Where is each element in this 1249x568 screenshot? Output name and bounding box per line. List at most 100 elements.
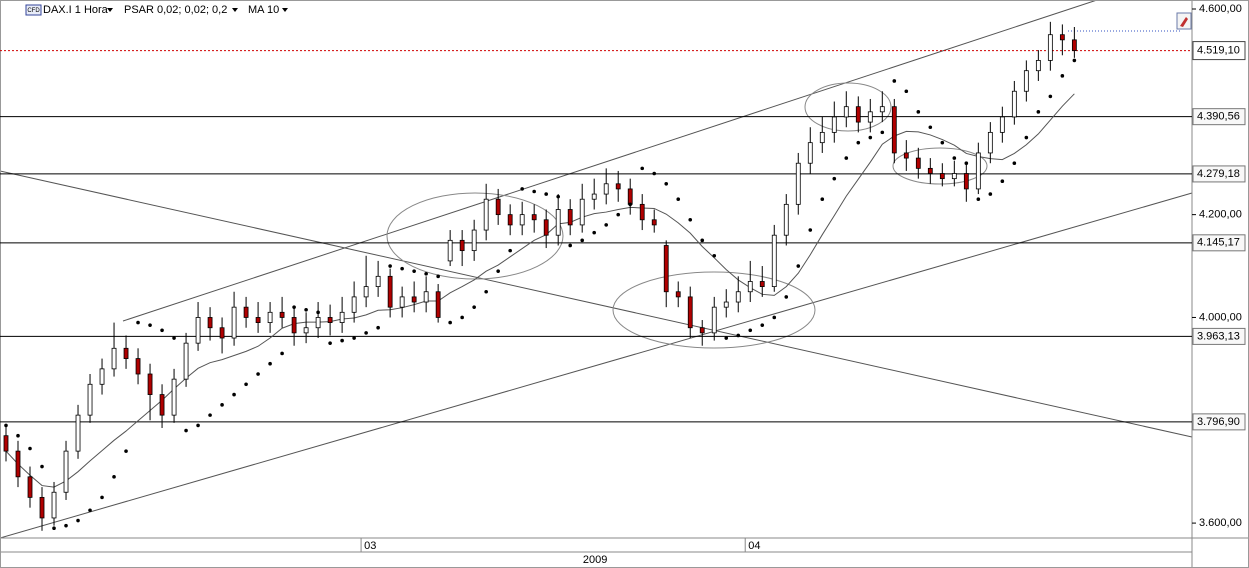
candle-body (963, 173, 969, 190)
psar-dot (496, 269, 500, 273)
psar-dot (1012, 161, 1017, 166)
candle-body (1011, 90, 1017, 118)
candle-body (27, 476, 33, 498)
candle-body (579, 198, 585, 226)
dropdown-arrow[interactable] (107, 8, 113, 12)
candle-body (975, 152, 981, 190)
psar-dot (400, 266, 404, 271)
psar-dot (616, 212, 621, 217)
ellipse (892, 147, 988, 185)
indicator-menu[interactable]: MA 10 (248, 4, 279, 16)
psar-dot (1048, 94, 1053, 99)
candle-body (87, 383, 93, 416)
psar-dot (376, 325, 380, 330)
psar-dot (748, 328, 753, 333)
psar-dot (976, 197, 981, 202)
drawings (0, 0, 1193, 539)
candle-body (1023, 70, 1029, 92)
candle-body (471, 229, 477, 252)
candle-body (711, 306, 717, 334)
psar-dot (1060, 74, 1065, 78)
candle-body (123, 347, 129, 359)
candle-body (231, 306, 237, 339)
candle-body (327, 317, 333, 323)
candle-body (195, 317, 201, 344)
candle-body (435, 291, 441, 318)
psar-dot (184, 428, 188, 433)
psar-dot (556, 194, 560, 199)
candle-body (351, 296, 357, 313)
candle-body (183, 342, 189, 380)
level-label: 3.963,13 (1197, 330, 1240, 342)
candle-body (363, 286, 369, 298)
candle-body (603, 183, 609, 195)
candle-body (675, 291, 681, 298)
y-tick-label: 4.200,00 (1199, 209, 1242, 221)
level-label: 4.390,56 (1197, 111, 1240, 123)
psar-dot (1072, 58, 1077, 63)
psar-dot (424, 271, 428, 276)
candle-body (3, 435, 9, 452)
candle-body (651, 219, 657, 226)
psar-dot (88, 508, 92, 513)
indicator-menu[interactable]: PSAR 0,02; 0,02; 0,2 (124, 4, 227, 16)
candle-body (15, 450, 21, 478)
y-tick-label: 4.000,00 (1199, 311, 1242, 323)
candle-body (207, 317, 213, 329)
psar-dot (964, 161, 969, 166)
candle-body (567, 209, 573, 226)
candle-body (255, 317, 261, 323)
candle-body (855, 106, 861, 123)
candle-body (999, 116, 1005, 133)
psar-dot (76, 518, 80, 523)
psar-dot (124, 449, 128, 453)
ellipse (804, 82, 892, 132)
candle-body (639, 203, 645, 221)
candle-body (591, 193, 597, 200)
candle-body (39, 496, 45, 519)
psar-dot (784, 295, 789, 299)
psar-dot (160, 328, 164, 333)
level-label-box (1192, 413, 1246, 431)
psar-dot (412, 269, 416, 273)
dropdown-arrow[interactable] (232, 8, 238, 12)
candle-body (759, 281, 765, 288)
psar-dot (928, 125, 933, 130)
psar-dot (4, 423, 8, 428)
candle-body (951, 173, 957, 180)
candle-body (411, 296, 417, 303)
psar-dot (712, 253, 717, 258)
psar-dot (28, 446, 32, 451)
candle-body (243, 306, 249, 318)
psar-dot (40, 464, 44, 469)
candle-body (783, 203, 789, 236)
psar-dot (280, 351, 284, 356)
psar-dot (664, 181, 669, 186)
candle-body (519, 214, 525, 226)
candle-body (267, 311, 273, 323)
candle-body (939, 173, 945, 180)
candle-body (1035, 60, 1041, 72)
x-tick-label: 04 (748, 540, 760, 552)
candle-body (387, 275, 393, 308)
psar-dot (532, 189, 536, 194)
candle-body (1047, 34, 1053, 61)
candle-body (339, 311, 345, 323)
candle-body (843, 106, 849, 118)
candle-body (867, 111, 873, 123)
candle-body (1059, 34, 1065, 41)
candle-body (291, 317, 297, 334)
psar-dot (628, 202, 633, 207)
psar-dot (472, 305, 476, 309)
symbol-menu[interactable]: DAX.I 1 Hora (43, 4, 109, 16)
candle-body (459, 239, 465, 252)
psar-dot (244, 382, 248, 387)
candle-body (483, 198, 489, 231)
candle-body (531, 214, 537, 221)
candle-body (147, 373, 153, 395)
candle-body (915, 157, 921, 169)
psar-dot (940, 140, 945, 145)
dropdown-arrow[interactable] (282, 8, 288, 12)
psar-dot (916, 110, 921, 114)
psar-dot (760, 323, 765, 327)
